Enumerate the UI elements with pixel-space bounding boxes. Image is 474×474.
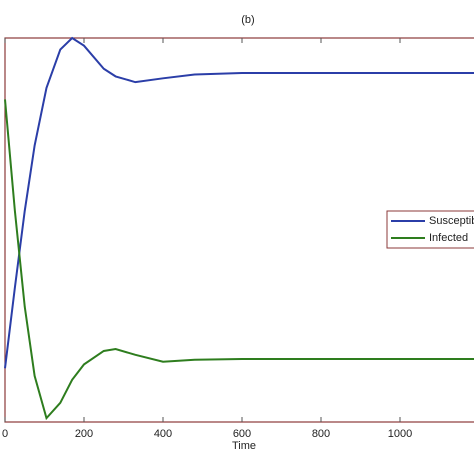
series-line — [4, 99, 474, 421]
x-tick-label: 0 — [2, 428, 8, 440]
x-tick-label: 1000 — [388, 428, 412, 440]
x-tick-label: 400 — [154, 428, 172, 440]
chart-title: (b) — [241, 14, 254, 26]
legend-label: Susceptible — [429, 215, 474, 227]
x-tick-label: 600 — [233, 428, 251, 440]
x-axis-label: Time — [232, 440, 256, 452]
legend-box — [386, 210, 474, 249]
x-tick-label: 800 — [312, 428, 330, 440]
x-tick-label: 200 — [75, 428, 93, 440]
legend-label: Infected — [429, 232, 468, 244]
series-line — [4, 36, 474, 369]
